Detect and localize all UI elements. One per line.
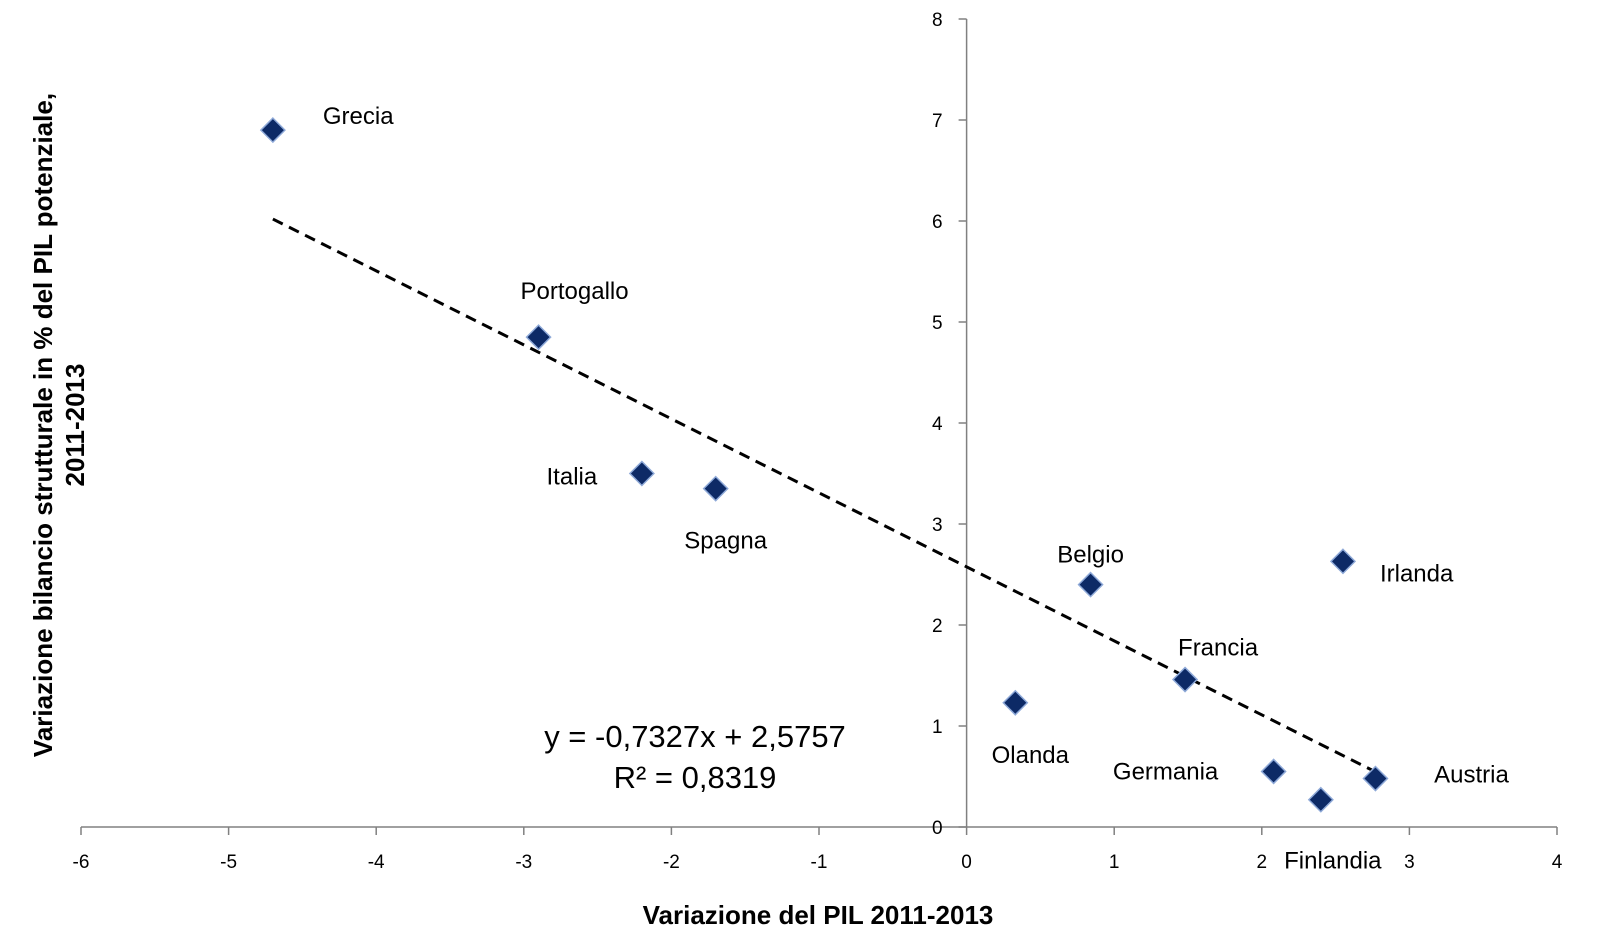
x-axis-label: Variazione del PIL 2011-2013 — [643, 900, 994, 930]
y-tick-label: 6 — [932, 212, 943, 233]
y-tick-label: 4 — [932, 414, 943, 435]
y-axis-ticks: 0 1 2 3 4 5 6 7 8 — [932, 10, 967, 839]
y-tick-label: 2 — [932, 616, 943, 637]
point-label: Grecia — [323, 103, 394, 130]
data-point — [1171, 666, 1199, 693]
point-label: Belgio — [1057, 542, 1124, 569]
point-label: Francia — [1178, 635, 1259, 662]
x-tick-label: 3 — [1404, 852, 1415, 873]
point-label: Olanda — [992, 742, 1070, 769]
y-tick-label: 1 — [932, 717, 943, 738]
x-tick-label: -5 — [220, 852, 237, 873]
point-label: Irlanda — [1380, 560, 1454, 587]
trendline — [272, 217, 1377, 774]
x-tick-label: -3 — [515, 852, 532, 873]
x-tick-label: 0 — [961, 852, 972, 873]
x-tick-label: -1 — [811, 852, 828, 873]
point-label: Germania — [1113, 758, 1219, 785]
point-label: Austria — [1434, 762, 1509, 789]
y-tick-label: 7 — [932, 111, 943, 132]
y-tick-label: 3 — [932, 515, 943, 536]
data-point — [1307, 786, 1334, 813]
point-label: Italia — [547, 464, 598, 491]
point-labels: Grecia Portogallo Italia Spagna Belgio Irland… — [323, 103, 1510, 875]
x-tick-label: -2 — [663, 852, 680, 873]
r-squared: R² = 0,8319 — [614, 760, 777, 795]
x-tick-label: 1 — [1109, 852, 1120, 873]
x-tick-label: 2 — [1257, 852, 1268, 873]
data-point — [628, 460, 655, 487]
x-tick-label: -6 — [73, 852, 90, 873]
data-point — [1329, 548, 1357, 575]
point-label: Spagna — [684, 528, 767, 555]
trendline-equation: y = -0,7327x + 2,5757 — [544, 719, 846, 754]
data-point — [259, 117, 286, 144]
y-axis-label-line-1: Variazione bilancio strutturale in % del… — [28, 93, 58, 757]
x-axis-ticks: -6 -5 -4 -3 -2 -1 0 1 2 3 4 — [73, 827, 1563, 873]
data-point — [525, 324, 552, 351]
x-tick-label: 4 — [1552, 852, 1563, 873]
data-point — [1002, 689, 1029, 716]
data-point — [1362, 765, 1389, 792]
y-tick-label: 5 — [932, 313, 943, 334]
axes — [81, 19, 1557, 828]
point-label: Finlandia — [1284, 848, 1382, 875]
data-point — [1077, 571, 1104, 598]
data-point — [1260, 758, 1287, 785]
data-point — [702, 475, 729, 502]
data-points — [259, 117, 1389, 813]
y-tick-label: 0 — [932, 818, 943, 839]
point-label: Portogallo — [521, 278, 629, 305]
x-tick-label: -4 — [368, 852, 385, 873]
y-tick-label: 8 — [932, 10, 943, 31]
y-axis-label-line-2: 2011-2013 — [60, 364, 90, 487]
